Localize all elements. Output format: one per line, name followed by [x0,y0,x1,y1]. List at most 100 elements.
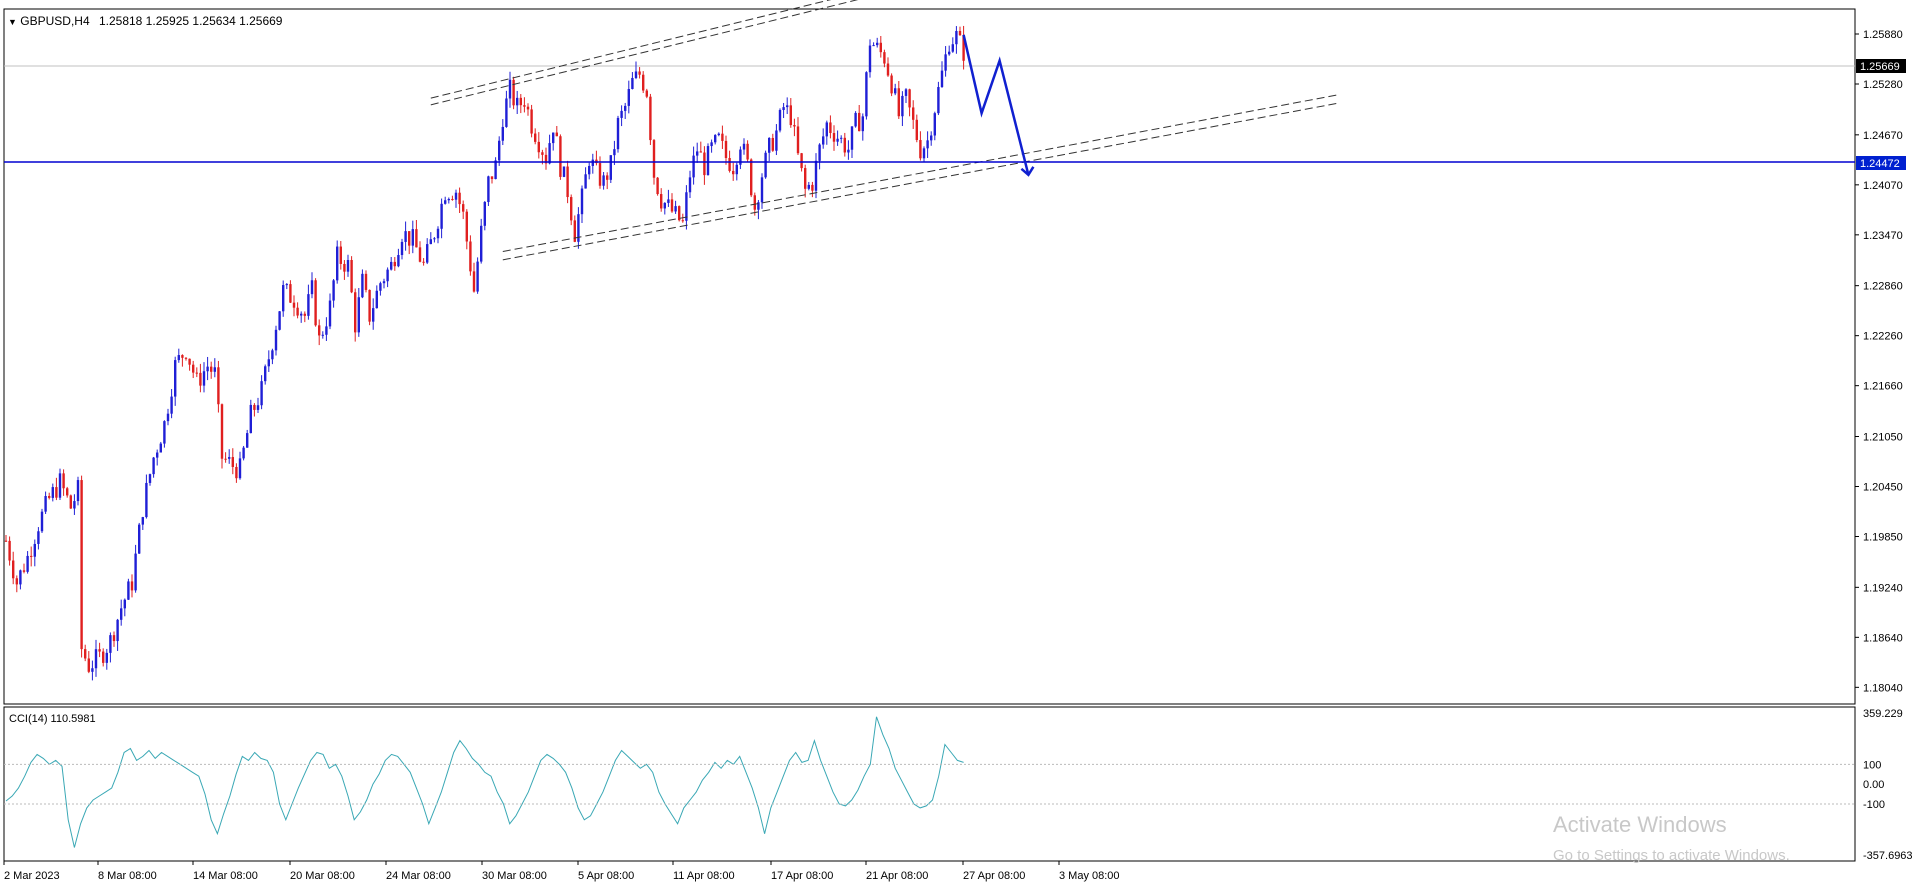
candle-body [33,543,36,557]
candle-body [238,458,242,479]
candle-body [771,137,774,151]
candle-body [22,570,26,572]
candle-body [375,290,378,309]
time-tick-label: 3 May 08:00 [1059,870,1120,882]
candle-body [714,135,717,143]
price-tick-label: 1.18640 [1863,632,1903,644]
candle-body [105,652,108,663]
candle-body [807,184,810,189]
candle-body [652,140,656,178]
candle-body [562,166,566,177]
candle-body [879,42,882,53]
candle-body [670,199,674,212]
candle-body [15,578,18,585]
candle-body [130,581,134,591]
candle-body [66,488,69,496]
candle-body [285,284,288,286]
candle-body [541,152,544,155]
candle-body [746,143,749,160]
price-tick-label: 1.22860 [1863,281,1903,293]
candle-body [948,51,951,55]
candle-body [206,366,209,372]
candle-body [256,405,260,410]
candle-body [19,570,22,585]
candle-body [930,135,933,141]
time-tick-label: 20 Mar 08:00 [290,870,355,882]
candle-body [228,457,231,459]
candle-body [166,413,170,422]
candle-body [195,372,198,374]
forecast-path[interactable] [962,34,1030,176]
candle-body [116,619,119,642]
price-axis[interactable]: 1.25880 1.25280 1.24670 1.24070 1.23470 1.228… [1855,29,1903,694]
candle-body [138,524,141,554]
candle-body [710,142,713,147]
candle-body [271,350,274,360]
price-tick-label: 1.20450 [1863,482,1903,494]
time-tick-label: 27 Apr 08:00 [963,870,1025,882]
candle-body [627,88,630,106]
candle-body [224,458,227,460]
price-tick-label: 1.24670 [1863,130,1903,142]
arrow-down-icon [1020,166,1035,177]
candle-body [854,112,857,127]
candle-body [422,261,425,263]
channel-layer [430,0,1339,261]
candle-body [192,364,195,373]
watermark-title: Activate Windows [1553,812,1727,837]
candle-body [127,581,130,600]
candle-body [84,649,87,659]
candle-body [328,300,332,327]
candle-body [732,170,735,175]
candle-body [926,140,929,149]
candle-body [469,241,472,272]
candle-body [426,244,429,263]
candle-body [955,30,958,45]
candle-body [393,261,396,267]
triangle-down-icon[interactable]: ▼ [8,17,17,27]
candle-body [462,204,465,212]
candle-body [649,96,652,141]
cci-tick-label: 0.00 [1863,779,1884,791]
candle-body [372,308,375,322]
candle-body [231,457,234,467]
channel-line[interactable] [502,102,1339,261]
candle-body [343,263,346,272]
candle-body [530,109,533,134]
candle-body [534,133,537,142]
channel-line[interactable] [430,0,877,99]
candle-body [660,194,663,209]
candle-body [685,192,688,221]
time-tick-label: 30 Mar 08:00 [482,870,547,882]
cci-title: CCI(14) 110.5981 [9,713,96,725]
candle-body [692,155,695,178]
chart-header: ▼ GBPUSD,H4 1.25818 1.25925 1.25634 1.25… [8,14,282,28]
candle-body [480,225,483,262]
candle-body [656,177,659,195]
candle-body [840,137,843,139]
candle-body [638,71,641,75]
candle-body [508,79,512,99]
candle-body [415,229,418,248]
candle-body [361,273,364,298]
candle-body [577,214,580,242]
candle-body [742,143,746,150]
candle-body [498,140,501,161]
candle-body [634,71,638,78]
candle-body [55,487,58,498]
candle-body [721,133,724,141]
candle-body [526,106,530,110]
candle-body [364,273,368,290]
candle-body [210,366,213,372]
candle-body [440,203,443,229]
channel-line[interactable] [502,94,1339,252]
candle-body [768,137,771,153]
candle-body [379,283,382,291]
candle-body [51,487,54,498]
candle-body [220,404,224,459]
channel-line[interactable] [430,0,877,106]
time-axis[interactable]: 2 Mar 2023 8 Mar 08:00 14 Mar 08:00 20 Mar … [3,861,1120,882]
candle-body [782,107,785,111]
